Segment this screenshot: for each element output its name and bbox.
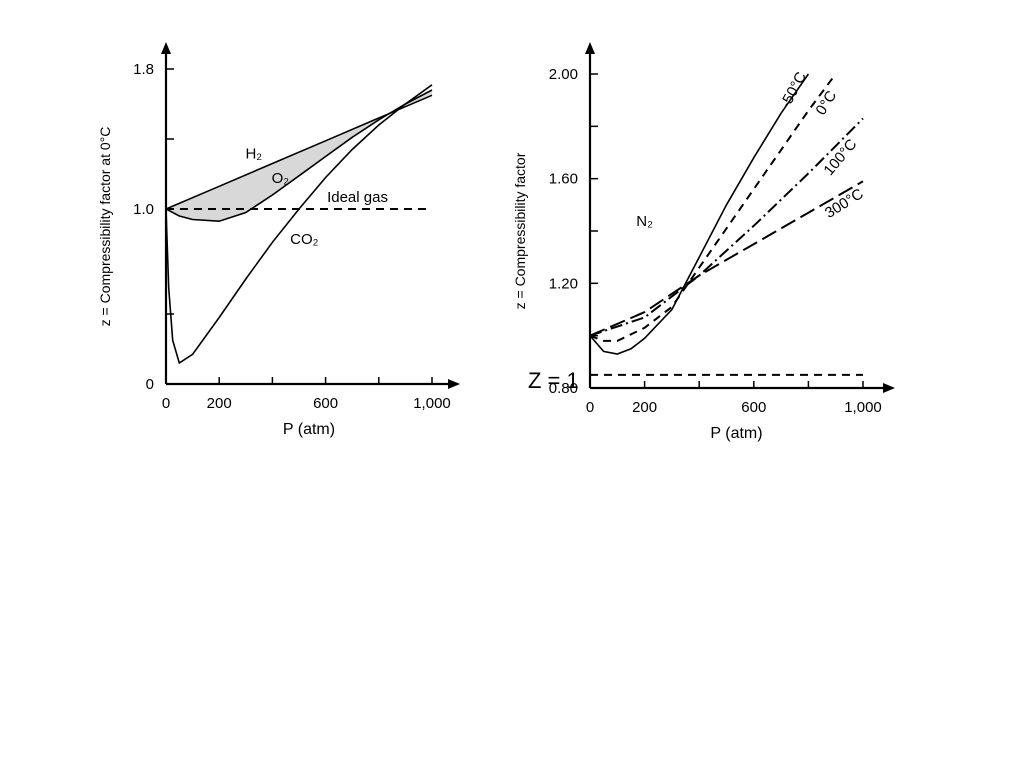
x-tick-label: 1,000: [844, 399, 882, 416]
series-line-100c: [590, 117, 864, 337]
overlay-label-z-equals-1: Z = 1: [528, 368, 579, 393]
series-line-0c: [590, 73, 837, 342]
x-tick-label: 600: [741, 399, 766, 416]
y-axis-title: z = Compressibility factor at 0°C: [97, 127, 113, 327]
annotation-h2: H₂: [245, 145, 262, 162]
series-line-300c: [590, 180, 864, 337]
y-tick-label: 0.80: [549, 380, 578, 397]
y-tick-label: 1.60: [549, 171, 578, 188]
series-line-o2: [166, 89, 433, 223]
x-axis-title: P (atm): [710, 425, 762, 442]
x-tick-label: 0: [162, 395, 170, 412]
annotation-co2: CO₂: [290, 231, 319, 248]
annotation-50c: -50°C: [777, 69, 810, 111]
x-tick-label: 200: [207, 395, 232, 412]
y-axis-arrow-icon: [585, 42, 595, 54]
x-tick-label: 200: [632, 399, 657, 416]
x-axis-arrow-icon: [883, 383, 895, 393]
chart-right-compressibility-nitrogen: 0 200 600 1,000 0.80 1.20 1.60 2.00 P (atm) z = C…: [512, 42, 895, 442]
chart-left-compressibility-gases: 0 200 600 1,000 0 1.0 1.8 P (atm) z = Compressib…: [97, 42, 460, 438]
annotation-300c: 300°C: [822, 185, 867, 222]
annotation-o2: O₂: [272, 170, 290, 187]
annotation-0c: 0°C: [813, 88, 841, 118]
y-tick-label: 1.0: [133, 201, 154, 218]
x-tick-label: 0: [586, 399, 594, 416]
y-axis: 0 1.0 1.8: [133, 42, 174, 393]
y-tick-label: 1.20: [549, 275, 578, 292]
annotation-ideal-gas: Ideal gas: [327, 189, 388, 206]
series-line-co2: [166, 84, 433, 365]
x-axis-title: P (atm): [283, 421, 335, 438]
annotation-100c: 100°C: [820, 136, 860, 179]
y-tick-label: 1.8: [133, 61, 154, 78]
x-axis-arrow-icon: [448, 379, 460, 389]
x-axis: 0 200 600 1,000: [162, 377, 460, 412]
shaded-region-h2-o2: [166, 90, 432, 222]
x-tick-label: 1,000: [413, 395, 451, 412]
y-tick-label: 0: [146, 376, 154, 393]
x-tick-label: 600: [313, 395, 338, 412]
y-axis-arrow-icon: [161, 42, 171, 54]
y-axis: 0.80 1.20 1.60 2.00: [549, 42, 598, 397]
y-axis-title: z = Compressibility factor: [512, 152, 528, 309]
series-line-50c: [590, 73, 810, 355]
x-axis: 0 200 600 1,000: [586, 381, 895, 416]
annotation-n2: N₂: [636, 213, 653, 230]
y-tick-label: 2.00: [549, 66, 578, 83]
